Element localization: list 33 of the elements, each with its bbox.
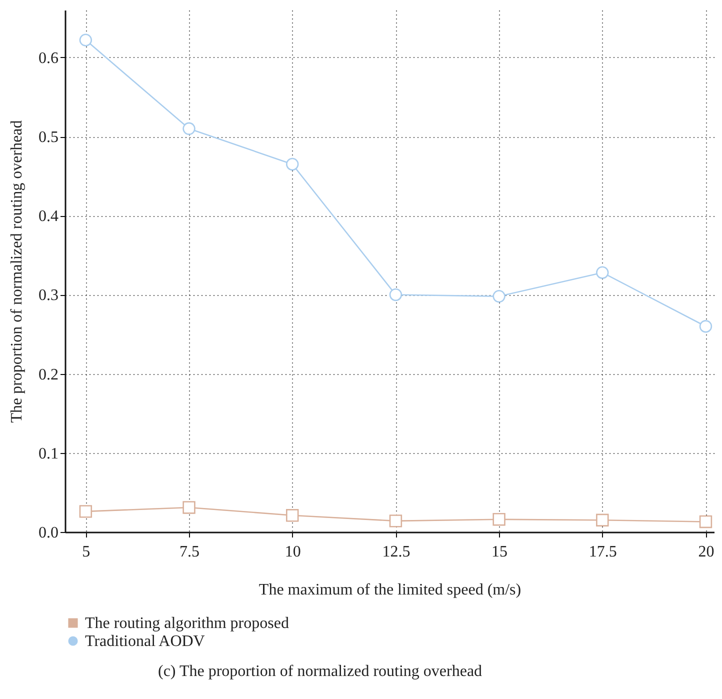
x-tick-label: 17.5 xyxy=(588,544,617,560)
text: (c) The proportion of normalized routing overhead xyxy=(158,663,482,680)
point xyxy=(286,509,299,522)
x-tick-label: 5 xyxy=(82,544,90,560)
x-tick-label: 20 xyxy=(698,544,714,560)
x-tick-label: 7.5 xyxy=(180,544,200,560)
x-tick-label: 12.5 xyxy=(382,544,410,560)
y-tick-label: 0.0 xyxy=(38,524,58,542)
y-axis-title: The proportion of normalized routing overhead xyxy=(8,120,26,423)
point xyxy=(596,266,609,279)
point xyxy=(699,320,712,333)
legend-label: Traditional AODV xyxy=(85,633,206,650)
point xyxy=(79,505,92,518)
point xyxy=(182,501,196,514)
point xyxy=(389,288,402,302)
y-tick-label: 0.2 xyxy=(38,366,58,384)
point xyxy=(389,514,402,528)
point xyxy=(286,158,299,171)
legend-label: The routing algorithm proposed xyxy=(85,615,289,632)
y-tick-label: 0.3 xyxy=(38,287,58,304)
point xyxy=(699,515,712,528)
x-tick-label: 15 xyxy=(492,544,508,560)
y-tick-label: 0.4 xyxy=(38,208,58,226)
x-axis-title: The maximum of the limited speed (m/s) xyxy=(258,582,522,598)
y-tick-label: 0.1 xyxy=(38,445,58,462)
y-tick-label: 0.6 xyxy=(38,50,58,67)
point xyxy=(182,122,196,135)
point xyxy=(79,34,92,46)
x-tick-label: 10 xyxy=(284,544,301,560)
point xyxy=(596,514,609,526)
point xyxy=(492,512,506,526)
y-tick-label: 0.5 xyxy=(38,129,58,146)
point xyxy=(492,290,506,303)
